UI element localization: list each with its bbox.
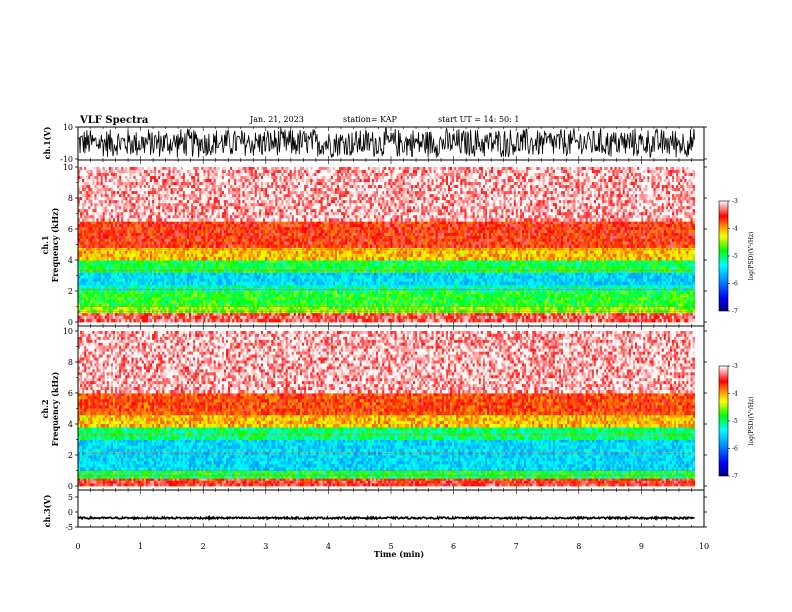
figure-date: Jan. 21, 2023 [249, 115, 304, 124]
vlf-spectra-figure: VLF Spectra Jan. 21, 2023 station= KAP s… [0, 0, 792, 612]
spectrogram-cell [693, 319, 695, 323]
figure-start-time: start UT = 14: 50: 1 [438, 115, 519, 124]
figure-station: station= KAP [343, 115, 398, 124]
figure-title: VLF Spectra [79, 115, 149, 126]
spectrogram-cell [693, 316, 695, 320]
spectrogram-cell [693, 313, 695, 317]
waveform-ch1-trace [78, 128, 695, 158]
spectrogram-cell [693, 307, 695, 311]
y-tick-label: 10 [63, 123, 73, 132]
